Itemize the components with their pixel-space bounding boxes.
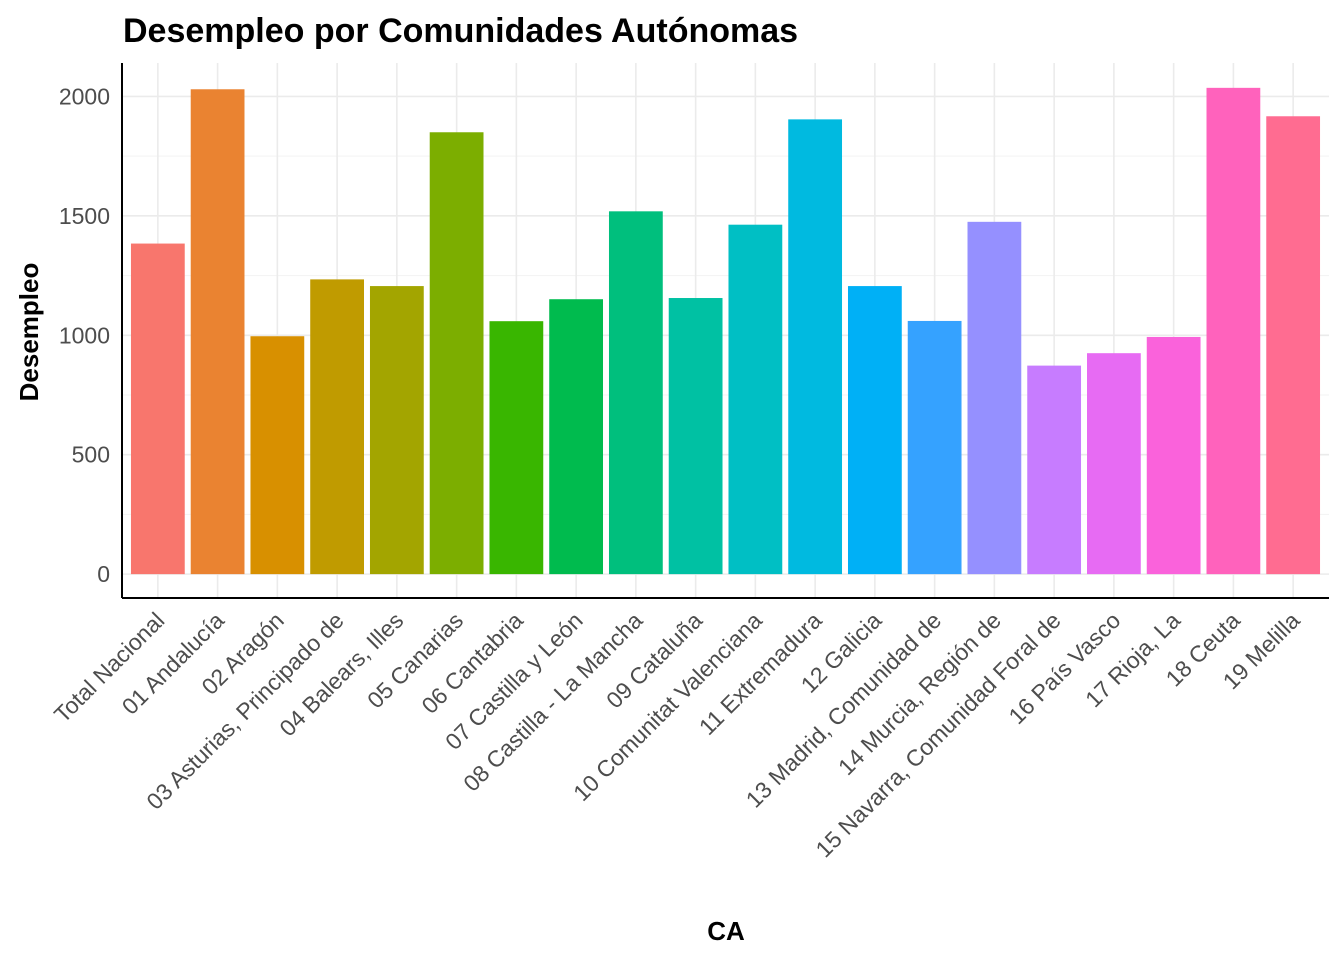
bar [190,89,245,575]
axes [121,63,1329,599]
bar [967,221,1022,575]
bar [608,211,663,575]
bar [1266,116,1321,575]
y-tick-label: 1500 [59,203,110,229]
bar [788,119,843,575]
bars [130,87,1321,575]
bar [1027,365,1082,575]
bar [668,298,723,575]
y-tick-label: 500 [72,442,110,468]
bar [489,321,544,575]
bar [310,279,364,575]
y-tick-label: 1000 [59,322,110,348]
bar [369,286,424,575]
bar [1146,336,1201,575]
bar [429,132,484,575]
bar [728,224,783,575]
bar [1206,87,1261,575]
bar [907,320,962,575]
y-tick-label: 0 [97,561,110,587]
bar [130,243,185,575]
bar [250,336,305,575]
bar [1087,353,1141,575]
y-tick-label: 2000 [59,83,110,109]
y-axis-title: Desempleo [14,263,44,402]
bar [847,286,902,575]
chart-title: Desempleo por Comunidades Autónomas [123,12,798,50]
y-tick-labels: 0 500 1000 1500 2000 [59,83,110,587]
x-axis-title: CA [707,916,745,946]
bar [549,299,604,575]
